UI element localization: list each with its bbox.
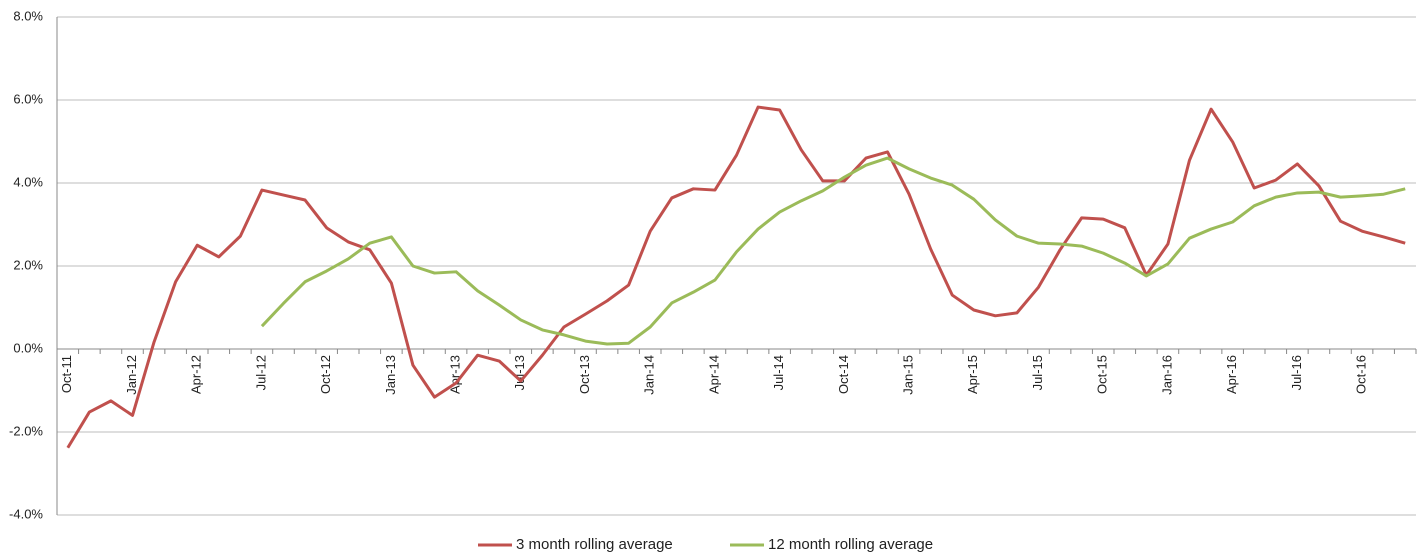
y-tick-label: 4.0% [13, 174, 43, 189]
x-tick-label: Oct-14 [836, 355, 851, 394]
x-tick-label: Apr-15 [965, 355, 980, 394]
legend-label: 12 month rolling average [768, 536, 933, 553]
x-tick-label: Jan-13 [383, 355, 398, 395]
x-tick-label: Apr-12 [189, 355, 204, 394]
y-tick-label: 8.0% [13, 8, 43, 23]
x-tick-label: Oct-11 [59, 355, 74, 393]
y-tick-label: 2.0% [13, 257, 43, 272]
y-tick-label: -4.0% [9, 506, 43, 521]
x-tick-label: Jan-12 [124, 355, 139, 395]
y-tick-label: 0.0% [13, 340, 43, 355]
y-tick-label: -2.0% [9, 423, 43, 438]
x-tick-label: Jan-14 [642, 355, 657, 395]
line-series [260, 156, 1406, 346]
x-tick-label: Oct-12 [318, 355, 333, 394]
x-tick-label: Jan-16 [1159, 355, 1174, 395]
x-tick-label: Oct-16 [1354, 355, 1369, 394]
x-tick-label: Apr-14 [706, 355, 721, 394]
x-tick-label: Jul-14 [771, 355, 786, 390]
x-tick-label: Jul-13 [512, 355, 527, 390]
x-tick-label: Jan-15 [901, 355, 916, 395]
x-tick-label: Oct-15 [1095, 355, 1110, 394]
x-tick-label: Apr-16 [1224, 355, 1239, 394]
y-tick-label: 6.0% [13, 91, 43, 106]
x-tick-label: Jul-15 [1030, 355, 1045, 390]
x-tick-label: Jul-16 [1289, 355, 1304, 390]
x-tick-label: Oct-13 [577, 355, 592, 394]
legend-label: 3 month rolling average [516, 536, 673, 553]
x-tick-label: Jul-12 [253, 355, 268, 390]
line-series [66, 105, 1406, 449]
x-tick-label: Apr-13 [448, 355, 463, 394]
